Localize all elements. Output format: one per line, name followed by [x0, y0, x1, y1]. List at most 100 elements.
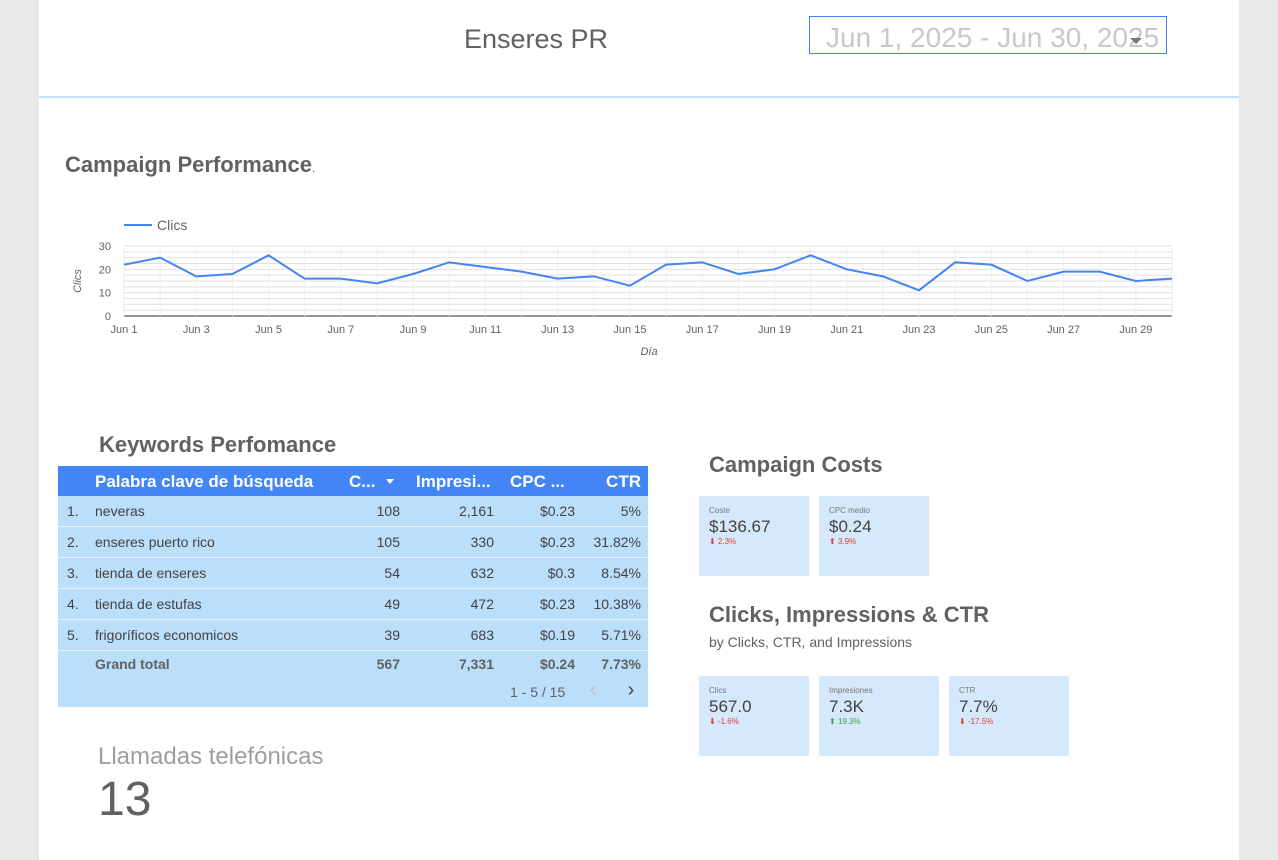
data-point[interactable]	[664, 263, 668, 267]
row-index: 3.	[67, 565, 79, 581]
arrow-up-icon: ⬆	[829, 717, 836, 726]
data-point[interactable]	[194, 274, 198, 278]
data-point[interactable]	[339, 277, 343, 281]
row-keyword: tienda de enseres	[95, 565, 207, 581]
data-point[interactable]	[989, 263, 993, 267]
scorecard-clicks[interactable]: Clics 567.0 ⬇ -1.6%	[699, 676, 809, 756]
table-row[interactable]: 1. neveras 108 2,161 $0.23 5%	[58, 496, 648, 527]
delta-value: 19.3%	[837, 717, 861, 726]
x-axis-label: Día	[640, 346, 657, 358]
x-tick-label: Jun 3	[183, 324, 210, 336]
row-impressions: 632	[470, 565, 494, 581]
delta-value: 2.3%	[717, 537, 737, 546]
data-point[interactable]	[953, 260, 957, 264]
y-tick-label: 20	[99, 264, 111, 276]
row-impressions: 472	[470, 596, 494, 612]
data-point[interactable]	[881, 274, 885, 278]
scorecard-delta: ⬇ 2.3%	[709, 537, 736, 546]
row-cpc: $0.23	[539, 534, 575, 550]
campaign-costs-title: Campaign Costs	[709, 452, 883, 477]
col-clicks-header[interactable]: C...	[349, 472, 376, 491]
y-tick-label: 10	[99, 288, 111, 300]
title-dot: .	[311, 161, 316, 175]
data-point[interactable]	[447, 260, 451, 264]
campaign-performance-title: Campaign Performance.	[65, 152, 315, 178]
scorecard-cpc[interactable]: CPC medio $0.24 ⬆ 3.9%	[819, 496, 929, 576]
col-ctr-header[interactable]: CTR	[606, 472, 641, 491]
data-point[interactable]	[375, 281, 379, 285]
header-divider	[39, 96, 1239, 98]
scorecard-ctr[interactable]: CTR 7.7% ⬇ -17.5%	[949, 676, 1069, 756]
total-cpc: $0.24	[539, 656, 575, 672]
data-point[interactable]	[267, 253, 271, 257]
scorecard-cost[interactable]: Coste $136.67 ⬇ 2.3%	[699, 496, 809, 576]
data-point[interactable]	[1098, 270, 1102, 274]
data-point[interactable]	[303, 277, 307, 281]
date-range-picker[interactable]: Jun 1, 2025 - Jun 30, 2025	[809, 16, 1167, 54]
data-point[interactable]	[1170, 277, 1174, 281]
scorecard-label: CTR	[959, 686, 976, 695]
data-point[interactable]	[1062, 270, 1066, 274]
data-point[interactable]	[700, 260, 704, 264]
row-clicks: 105	[376, 534, 400, 550]
sort-desc-icon[interactable]	[386, 479, 394, 484]
table-row[interactable]: 3. tienda de enseres 54 632 $0.3 8.54%	[58, 558, 648, 589]
data-point[interactable]	[628, 284, 632, 288]
dropdown-caret-icon[interactable]	[1130, 38, 1142, 44]
data-point[interactable]	[736, 272, 740, 276]
delta-value: -17.5%	[967, 717, 994, 726]
data-point[interactable]	[556, 277, 560, 281]
report-page: Enseres PR Jun 1, 2025 - Jun 30, 2025 Ca…	[39, 0, 1239, 860]
scorecard-delta: ⬇ -17.5%	[959, 717, 993, 726]
data-point[interactable]	[917, 288, 921, 292]
table-row[interactable]: 4. tienda de estufas 49 472 $0.23 10.38%	[58, 589, 648, 620]
x-tick-label: Jun 13	[541, 324, 574, 336]
x-tick-label: Jun 7	[327, 324, 354, 336]
col-impressions-header[interactable]: Impresi...	[416, 472, 491, 491]
row-ctr: 31.82%	[593, 534, 641, 550]
data-point[interactable]	[520, 270, 524, 274]
total-label: Grand total	[95, 656, 170, 672]
arrow-down-icon: ⬇	[709, 537, 716, 546]
row-cpc: $0.23	[539, 596, 575, 612]
scorecard-label: CPC medio	[829, 506, 870, 515]
x-tick-label: Jun 15	[613, 324, 646, 336]
data-point[interactable]	[411, 272, 415, 276]
x-tick-label: Jun 9	[400, 324, 427, 336]
chevron-left-icon[interactable]: ‹	[589, 679, 597, 701]
data-point[interactable]	[809, 253, 813, 257]
phone-calls-label: Llamadas telefónicas	[98, 743, 324, 770]
x-axis-ticks: Jun 1 Jun 3 Jun 5 Jun 7 Jun 9 Jun 11 Jun 13 Jun…	[111, 324, 1153, 336]
table-row[interactable]: 2. enseres puerto rico 105 330 $0.23 31.82%	[58, 527, 648, 558]
campaign-performance-title-text: Campaign Performance	[65, 152, 312, 177]
col-cpc-header[interactable]: CPC ...	[510, 472, 565, 491]
cic-subtitle: by Clicks, CTR, and Impressions	[709, 634, 913, 650]
scorecard-impressions[interactable]: Impresiones 7.3K ⬆ 19.3%	[819, 676, 939, 756]
date-range-value: Jun 1, 2025 - Jun 30, 2025	[826, 22, 1160, 53]
row-clicks: 108	[376, 503, 400, 519]
report-title: Enseres PR	[464, 24, 609, 54]
data-point[interactable]	[845, 267, 849, 271]
col-keyword-header[interactable]: Palabra clave de búsqueda	[95, 472, 314, 491]
data-point[interactable]	[483, 265, 487, 269]
scorecard-label: Impresiones	[829, 686, 873, 695]
scorecard-label: Clics	[709, 686, 727, 695]
table-row[interactable]: 5. frigoríficos economicos 39 683 $0.19 5.71%	[58, 620, 648, 651]
scorecard-value: 7.7%	[959, 697, 998, 716]
data-point[interactable]	[1134, 279, 1138, 283]
x-tick-label: Jun 25	[975, 324, 1008, 336]
data-point[interactable]	[772, 267, 776, 271]
data-point[interactable]	[1025, 279, 1029, 283]
chevron-right-icon[interactable]: ›	[627, 679, 635, 701]
row-keyword: neveras	[95, 503, 145, 519]
data-point[interactable]	[122, 263, 126, 267]
keywords-title: Keywords Perfomance	[99, 432, 337, 457]
data-point[interactable]	[592, 274, 596, 278]
row-cpc: $0.3	[547, 565, 575, 581]
x-tick-label: Jun 17	[686, 324, 719, 336]
y-tick-label: 30	[99, 241, 111, 253]
row-index: 1.	[67, 503, 79, 519]
data-point[interactable]	[158, 256, 162, 260]
data-point[interactable]	[230, 272, 234, 276]
